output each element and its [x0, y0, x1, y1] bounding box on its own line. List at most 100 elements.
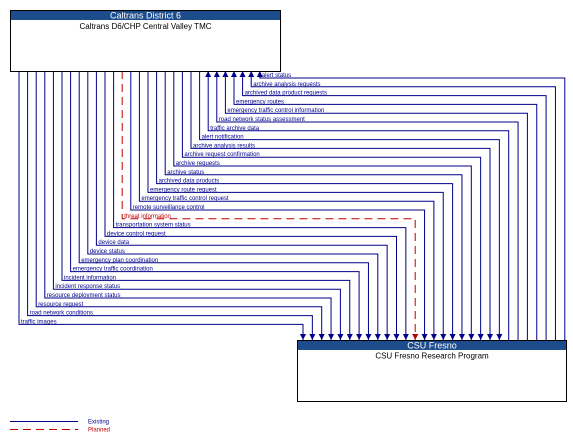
flow-26[interactable]: resource request: [35, 71, 325, 340]
flow-0[interactable]: alert status: [256, 71, 566, 340]
flow-6[interactable]: traffic archive data: [205, 71, 510, 340]
flow-18[interactable]: device control request: [104, 71, 400, 340]
flow-9[interactable]: archive request confirmation: [181, 71, 484, 340]
flow-label: emergency traffic coordination: [73, 267, 153, 273]
flow-label: device control request: [107, 231, 166, 237]
flow-label: emergency traffic control information: [227, 108, 324, 114]
flow-line: [52, 71, 341, 340]
flow-label: traffic archive data: [210, 126, 260, 132]
flow-24[interactable]: incident response status: [52, 71, 344, 340]
arrowhead-down-icon: [365, 334, 372, 340]
flow-line: [242, 71, 547, 340]
flow-line: [18, 71, 304, 340]
arrowhead-down-icon: [477, 334, 484, 340]
arrowhead-down-icon: [449, 334, 456, 340]
legend-planned-label: Planned: [88, 428, 110, 434]
arrowhead-down-icon: [346, 334, 353, 340]
flow-line: [156, 71, 454, 340]
arrowhead-down-icon: [393, 334, 400, 340]
flow-label: device status: [90, 249, 125, 255]
flow-line: [164, 71, 463, 340]
arrowhead-down-icon: [318, 334, 325, 340]
arrowhead-down-icon: [496, 334, 503, 340]
flow-label: emergency route request: [150, 187, 217, 193]
flow-7[interactable]: alert notification: [199, 71, 503, 340]
legend: Existing Planned: [10, 420, 110, 434]
caltrans-node[interactable]: Caltrans District 6 Caltrans D6/CHP Cent…: [10, 10, 281, 72]
flow-1[interactable]: archive analysis requests: [248, 71, 556, 340]
flow-line: [35, 71, 323, 340]
flow-16[interactable]: threat information: [121, 71, 419, 340]
caltrans-name-label: Caltrans D6/CHP Central Valley TMC: [79, 22, 211, 31]
csu-node[interactable]: CSU Fresno CSU Fresno Research Program: [297, 340, 567, 402]
flow-label: archive analysis requests: [253, 82, 320, 88]
flow-line: [173, 71, 472, 340]
flow-line: [113, 71, 407, 340]
flow-line: [78, 71, 369, 340]
arrowhead-down-icon: [374, 334, 381, 340]
flow-label: archive status: [167, 170, 204, 176]
flow-line: [199, 71, 500, 340]
flow-4[interactable]: emergency traffic control information: [222, 71, 528, 340]
flow-label: archive analysis results: [193, 143, 255, 149]
flow-line: [181, 71, 482, 340]
flow-line: [147, 71, 444, 340]
caltrans-node-header: [11, 11, 280, 20]
flow-19[interactable]: device data: [95, 71, 391, 340]
flow-line: [138, 71, 435, 340]
flow-label: remote surveillance control: [133, 205, 205, 211]
flow-line: [207, 71, 510, 340]
flow-3[interactable]: emergency routes: [231, 71, 538, 340]
flow-label: archive requests: [176, 161, 220, 167]
flow-line: [121, 71, 416, 340]
flow-17[interactable]: transportation system status: [113, 71, 409, 340]
arrowhead-down-icon: [356, 334, 363, 340]
arrowhead-up-icon: [231, 71, 237, 77]
csu-node-box: [297, 340, 567, 402]
flow-label: incident response status: [55, 284, 120, 290]
flow-5[interactable]: road network status assessment: [213, 71, 519, 340]
arrowhead-up-icon: [239, 71, 246, 77]
flow-8[interactable]: archive analysis results: [190, 71, 493, 340]
arrowhead-down-icon: [384, 334, 391, 340]
flow-line: [87, 71, 379, 340]
flow-line: [104, 71, 397, 340]
flow-label: emergency traffic control request: [141, 196, 229, 202]
flow-label: emergency routes: [236, 99, 284, 105]
flow-14[interactable]: emergency traffic control request: [138, 71, 437, 340]
arrowhead-down-icon: [309, 334, 316, 340]
flow-line: [130, 71, 426, 340]
flow-22[interactable]: emergency traffic coordination: [70, 71, 363, 340]
flow-label: alert status: [262, 73, 291, 79]
flow-10[interactable]: archive requests: [173, 71, 475, 340]
flow-line: [95, 71, 388, 340]
flow-25[interactable]: resource deployment status: [44, 71, 335, 340]
flow-21[interactable]: emergency plan coordination: [78, 71, 372, 340]
flow-23[interactable]: incident information: [61, 71, 353, 340]
flow-label: road network status assessment: [219, 117, 305, 123]
flow-line: [233, 71, 538, 340]
arrowhead-down-icon: [458, 334, 465, 340]
flow-15[interactable]: remote surveillance control: [130, 71, 428, 340]
flow-13[interactable]: emergency route request: [147, 71, 447, 340]
flow-label: alert notification: [202, 135, 244, 141]
arrowhead-down-icon: [487, 334, 493, 340]
flow-line: [27, 71, 313, 340]
arrowhead-up-icon: [256, 71, 263, 77]
flow-28[interactable]: traffic images: [18, 71, 306, 340]
flow-line: [70, 71, 360, 340]
flow-2[interactable]: archived data product requests: [239, 71, 547, 340]
arrowhead-down-icon: [328, 334, 335, 340]
csu-name-label: CSU Fresno Research Program: [375, 352, 489, 361]
flow-12[interactable]: archived data products: [156, 71, 456, 340]
flow-27[interactable]: road network conditions: [27, 71, 316, 340]
arrowhead-down-icon: [300, 334, 306, 340]
flow-label: resource deployment status: [47, 293, 121, 299]
flow-label: threat information: [124, 214, 171, 220]
flow-20[interactable]: device status: [87, 71, 381, 340]
flow-label: road network conditions: [30, 311, 93, 317]
flow-line: [190, 71, 491, 340]
flow-11[interactable]: archive status: [164, 71, 465, 340]
arrowhead-down-icon: [421, 334, 428, 340]
